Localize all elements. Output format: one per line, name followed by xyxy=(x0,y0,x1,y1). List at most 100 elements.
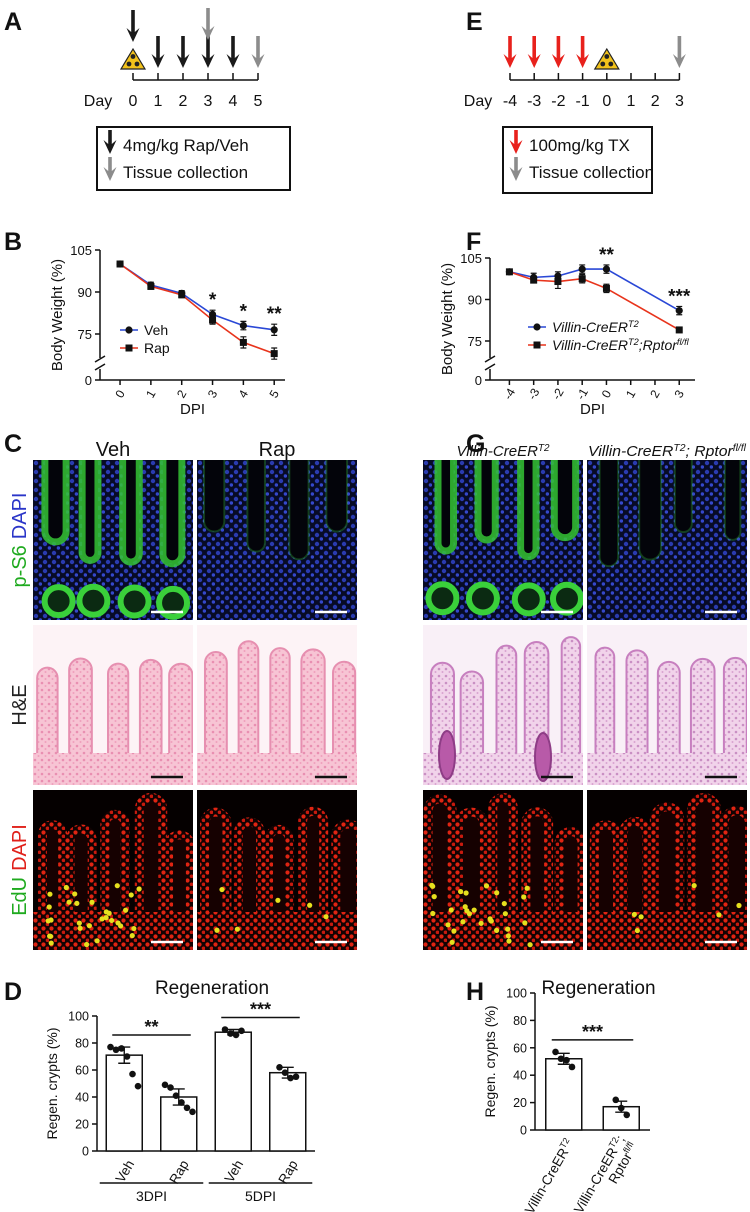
text-part: p-S6 xyxy=(9,545,31,587)
legend-marker xyxy=(533,323,541,331)
legend-text: 100mg/kg TX xyxy=(529,136,630,155)
marker xyxy=(675,326,683,334)
legend-arrow xyxy=(509,130,523,154)
tissue-base xyxy=(587,753,747,785)
tissue-lumen xyxy=(474,460,499,544)
tissue-base xyxy=(587,912,747,950)
text-part: T2 xyxy=(558,1136,572,1150)
axis-break xyxy=(484,363,496,371)
text-part: fl/fl xyxy=(733,443,747,454)
data-point xyxy=(167,1084,174,1091)
tissue-crypt xyxy=(511,582,546,617)
x-tick-label: 0 xyxy=(599,387,615,400)
text-part: fl/fl xyxy=(677,337,690,347)
micrograph xyxy=(423,790,583,950)
day-number: 0 xyxy=(602,93,611,110)
edu-nucleus xyxy=(460,919,466,925)
x-tick-label: 2 xyxy=(647,387,663,400)
arrow xyxy=(251,36,265,68)
edu-nucleus xyxy=(505,933,511,939)
tissue-villus xyxy=(203,651,228,785)
x-tick-label: Villin-CreERT2 xyxy=(521,1136,577,1212)
legend-text: 4mg/kg Rap/Veh xyxy=(123,136,249,155)
y-axis-label: Body Weight (%) xyxy=(49,259,66,371)
edu-nucleus xyxy=(128,892,134,898)
text-part: fl/fl xyxy=(621,1140,635,1155)
legend-arrow xyxy=(509,157,523,181)
micrograph xyxy=(587,460,747,620)
edu-nucleus xyxy=(45,918,51,924)
panel-letter: A xyxy=(4,8,22,36)
arrow xyxy=(126,10,140,42)
x-tick-label: 4 xyxy=(236,387,252,400)
x-tick-label: 1 xyxy=(143,387,159,400)
significance-mark: ** xyxy=(599,245,614,266)
micrograph xyxy=(33,790,193,950)
data-point xyxy=(623,1111,631,1119)
tissue-lumen xyxy=(119,460,143,566)
x-tick-label: 1 xyxy=(623,387,639,400)
tissue-lumen xyxy=(78,460,102,564)
y-tick-label: 80 xyxy=(513,1014,527,1028)
tissue-crypt xyxy=(156,585,191,620)
category-label: Villin-CreERT2 xyxy=(521,1136,577,1212)
text-part: DAPI xyxy=(9,493,31,540)
legend-arrow xyxy=(103,130,117,154)
marker xyxy=(270,350,278,358)
chart-title: Regeneration xyxy=(541,978,655,999)
tissue-lumen xyxy=(434,460,458,555)
x-tick-label: -4 xyxy=(501,386,519,403)
micrograph xyxy=(423,625,583,785)
edu-nucleus xyxy=(114,883,120,889)
marker xyxy=(209,316,217,324)
edu-nucleus xyxy=(76,920,82,926)
micrograph xyxy=(197,460,357,620)
significance-mark: *** xyxy=(668,286,691,307)
data-point xyxy=(123,1053,131,1060)
significance-mark: * xyxy=(209,290,217,311)
tissue-crypt xyxy=(425,581,460,616)
marker xyxy=(675,306,683,315)
data-point xyxy=(612,1096,620,1104)
panel-letter: F xyxy=(466,228,481,256)
row-label: EdU DAPI xyxy=(9,824,31,916)
group-label: 5DPI xyxy=(245,1188,276,1204)
series-line xyxy=(119,263,275,355)
data-point xyxy=(238,1027,245,1035)
edu-nucleus xyxy=(47,891,53,897)
bar xyxy=(545,1058,583,1131)
legend-text: Villin-CreERT2;Rptorfl/fl xyxy=(552,337,690,353)
edu-nucleus xyxy=(123,907,129,913)
marker xyxy=(147,282,155,290)
edu-nucleus xyxy=(466,911,473,917)
day-number: 0 xyxy=(129,93,138,110)
micrograph xyxy=(33,460,193,620)
edu-nucleus xyxy=(463,890,469,896)
tissue-lumen xyxy=(41,460,70,546)
marker xyxy=(530,276,538,284)
data-point xyxy=(617,1104,625,1112)
axis-break xyxy=(94,355,106,363)
x-tick-label: 3 xyxy=(671,387,687,400)
edu-nucleus xyxy=(502,911,508,917)
panel-letter: H xyxy=(466,978,484,1006)
legend-box xyxy=(502,126,653,194)
marker xyxy=(116,260,124,268)
y-tick-label: 0 xyxy=(85,373,92,388)
edu-nucleus xyxy=(716,912,722,918)
edu-nucleus xyxy=(527,942,533,948)
tissue-lumen xyxy=(203,460,226,533)
panel-letter: C xyxy=(4,430,22,458)
marker xyxy=(602,265,611,273)
text-part: ; Rptor xyxy=(686,443,734,460)
category-label: Veh xyxy=(222,1158,247,1186)
bar xyxy=(105,1054,143,1152)
tissue-lumen xyxy=(638,460,663,561)
marker xyxy=(554,278,562,286)
data-point xyxy=(112,1046,120,1054)
y-tick-label: 20 xyxy=(513,1096,527,1110)
tissue-villus xyxy=(134,793,168,950)
x-tick-label: Veh xyxy=(113,1158,138,1186)
micrograph xyxy=(33,625,193,785)
edu-nucleus xyxy=(63,884,69,891)
